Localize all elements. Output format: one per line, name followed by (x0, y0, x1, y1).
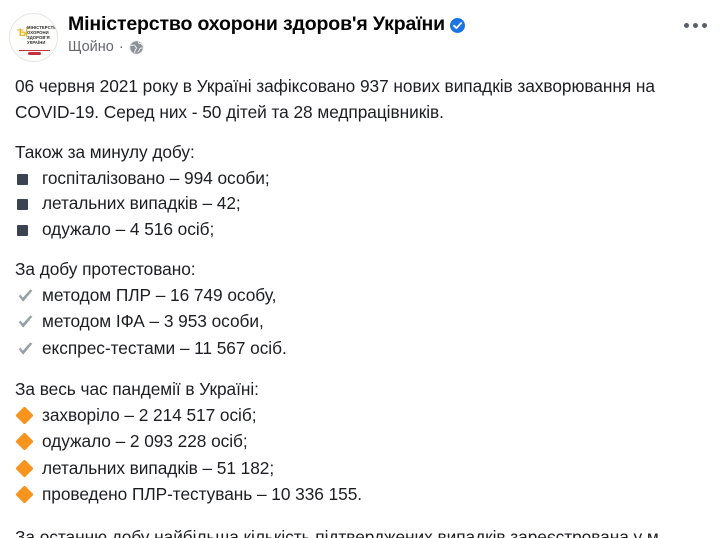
list-item-label: одужало – 2 093 228 осіб; (42, 431, 248, 451)
list-item: експрес-тестами – 11 567 осіб. (15, 336, 706, 363)
black-square-bullet-icon (15, 191, 42, 217)
post-meta-row: Щойно · (68, 39, 465, 56)
meta-separator: · (118, 39, 124, 55)
list-item-label: проведено ПЛР-тестувань – 10 336 155. (42, 484, 363, 504)
globe-public-icon[interactable] (129, 40, 144, 55)
final-paragraph: За останню добу найбільша кількість підт… (15, 526, 664, 538)
logo-ribbon-decoration (19, 50, 50, 56)
post-header-text: Міністерство охорони здоров'я України Що… (68, 12, 465, 56)
list-item: методом ІФА – 3 953 особи, (15, 309, 706, 336)
list-item: методом ПЛР – 16 749 особу, (15, 283, 706, 310)
post-timestamp[interactable]: Щойно (68, 39, 114, 55)
bullet-list-squares: госпіталізовано – 994 особи; летальних в… (15, 166, 706, 243)
menu-dot-2 (693, 23, 698, 28)
verified-check-icon (450, 17, 465, 33)
black-square-bullet-icon (15, 217, 42, 243)
section-heading: Також за минулу добу: (15, 142, 195, 162)
grey-check-mark-icon (15, 336, 42, 363)
post-header: Ѣ МІНІСТЕРСТВО ОХОРОНИ ЗДОРОВ'Я УКРАЇНИ … (0, 0, 721, 64)
black-square-bullet-icon (15, 166, 42, 192)
bullet-list-checks: методом ПЛР – 16 749 особу, методом ІФА … (15, 283, 706, 363)
list-item-label: одужало – 4 516 осіб; (42, 218, 215, 239)
list-item-label: госпіталізовано – 994 особи; (42, 167, 270, 188)
trident-emblem-icon: Ѣ (17, 27, 27, 39)
orange-diamond-bullet-icon (15, 456, 42, 483)
logo-accent-bar (26, 26, 28, 37)
avatar-logo-line-3: ЗДОРОВ'Я (27, 35, 50, 41)
avatar-logo-line-1: МІНІСТЕРСТВО (27, 25, 58, 30)
section-heading: За весь час пандемії в Україні: (15, 379, 259, 399)
avatar-logo-line-4: УКРАЇНИ (27, 40, 46, 46)
orange-diamond-bullet-icon (15, 403, 42, 430)
list-item: госпіталізовано – 994 особи; (15, 166, 706, 192)
intro-paragraph: 06 червня 2021 року в Україні зафіксован… (15, 76, 655, 122)
list-item: одужало – 4 516 осіб; (15, 217, 706, 243)
post-body: 06 червня 2021 року в Україні зафіксован… (0, 74, 721, 538)
section-heading: За добу протестовано: (15, 259, 196, 279)
orange-diamond-bullet-icon (15, 482, 42, 509)
list-item: одужало – 2 093 228 осіб; (15, 429, 706, 456)
menu-dot-1 (684, 23, 689, 28)
page-name[interactable]: Міністерство охорони здоров'я України (68, 13, 445, 35)
bullet-list-diamonds: захворіло – 2 214 517 осіб; одужало – 2 … (15, 403, 706, 509)
section-pandemic-total: За весь час пандемії в Україні: захворіл… (15, 377, 706, 509)
page-name-row: Міністерство охорони здоров'я України (68, 12, 465, 36)
list-item-label: методом ІФА – 3 953 особи, (42, 311, 264, 331)
more-options-icon[interactable] (684, 23, 707, 28)
list-item-label: захворіло – 2 214 517 осіб; (42, 404, 257, 425)
list-item: проведено ПЛР-тестувань – 10 336 155. (15, 482, 706, 509)
avatar-logo-line-2: ОХОРОНИ (27, 30, 49, 36)
list-item-label: методом ПЛР – 16 749 особу, (42, 284, 277, 305)
grey-check-mark-icon (15, 309, 42, 336)
grey-check-mark-icon (15, 283, 42, 310)
section-daily-summary: Також за минулу добу: госпіталізовано – … (15, 140, 706, 242)
list-item: летальних випадків – 51 182; (15, 456, 706, 483)
list-item-label: летальних випадків – 42; (42, 193, 241, 213)
list-item: летальних випадків – 42; (15, 191, 706, 217)
list-item-label: летальних випадків – 51 182; (42, 457, 275, 478)
avatar[interactable]: Ѣ МІНІСТЕРСТВО ОХОРОНИ ЗДОРОВ'Я УКРАЇНИ (9, 13, 58, 62)
menu-dot-3 (702, 23, 707, 28)
list-item: захворіло – 2 214 517 осіб; (15, 403, 706, 430)
avatar-logo-text: МІНІСТЕРСТВО ОХОРОНИ ЗДОРОВ'Я УКРАЇНИ (27, 25, 57, 45)
list-item-label: експрес-тестами – 11 567 осіб. (42, 337, 287, 358)
section-testing: За добу протестовано: (15, 257, 706, 362)
orange-diamond-bullet-icon (15, 429, 42, 456)
